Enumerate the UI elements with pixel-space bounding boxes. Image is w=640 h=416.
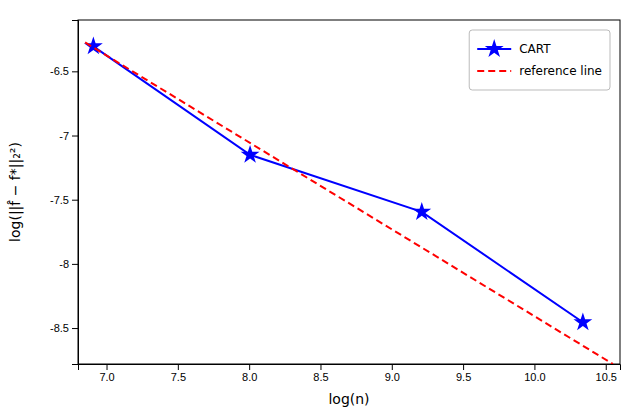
tick: -7.5	[50, 194, 78, 206]
tick: 8.0	[242, 364, 257, 383]
tick-label: 9.0	[385, 371, 400, 383]
tick-label: -8.5	[50, 322, 69, 334]
chart: 7.0 7.5 8.0 8.5 9.0 9.5 10.0 10.5 -8.5 -8 -7.5 -7 -6…	[0, 0, 640, 416]
tick: -6.5	[50, 65, 78, 77]
tick: 8.5	[313, 364, 328, 383]
series-line	[85, 42, 613, 364]
tick-label: 9.5	[456, 371, 471, 383]
legend-marker	[485, 39, 504, 57]
y-axis: -8.5 -8 -7.5 -7 -6.5	[50, 21, 78, 365]
tick: -8.5	[50, 322, 78, 334]
y-axis-title: log(||f̂ − f*||₂²)	[7, 142, 24, 242]
tick-label: 7.5	[171, 371, 186, 383]
series-marker	[412, 202, 431, 220]
tick-mark	[606, 364, 607, 370]
x-axis-line	[79, 365, 621, 371]
tick: 10.0	[524, 364, 545, 383]
tick-mark	[107, 364, 108, 370]
legend-item: reference line	[477, 64, 602, 78]
tick-label: 8.5	[313, 371, 328, 383]
legend-item: CART	[477, 39, 551, 57]
plot-frame	[78, 20, 620, 364]
tick-label: 10.5	[596, 371, 617, 383]
tick-mark	[463, 364, 464, 370]
tick-mark	[72, 200, 78, 201]
tick-mark	[178, 364, 179, 370]
x-axis-title: log(n)	[328, 391, 369, 407]
plot: 7.0 7.5 8.0 8.5 9.0 9.5 10.0 10.5 -8.5 -8 -7.5 -7 -6…	[50, 20, 620, 383]
tick-mark	[72, 71, 78, 72]
tick: 9.5	[456, 364, 471, 383]
tick-label: 8.0	[242, 371, 257, 383]
tick-mark	[320, 364, 321, 370]
legend: CART reference line	[469, 30, 610, 90]
tick-mark	[534, 364, 535, 370]
tick-label: 7.0	[99, 371, 114, 383]
tick-label: -6.5	[50, 65, 69, 77]
legend-box	[469, 30, 610, 90]
tick-mark	[249, 364, 250, 370]
tick-mark	[392, 364, 393, 370]
tick-mark	[72, 328, 78, 329]
tick: -7	[59, 130, 78, 142]
tick-label: -8	[59, 258, 69, 270]
legend-label: CART	[519, 42, 551, 56]
tick: 9.0	[385, 364, 400, 383]
tick: 10.5	[596, 364, 617, 383]
legend-swatch	[477, 70, 511, 72]
tick-mark	[72, 264, 78, 265]
y-axis-line	[72, 21, 79, 365]
tick-label: 10.0	[524, 371, 545, 383]
tick: 7.5	[171, 364, 186, 383]
tick-label: -7	[59, 130, 69, 142]
tick-mark	[72, 136, 78, 137]
tick-label: -7.5	[50, 194, 69, 206]
x-axis: 7.0 7.5 8.0 8.5 9.0 9.5 10.0 10.5	[79, 364, 621, 383]
tick: -8	[59, 258, 78, 270]
legend-label: reference line	[519, 64, 602, 78]
tick: 7.0	[99, 364, 114, 383]
series-marker	[573, 312, 592, 330]
